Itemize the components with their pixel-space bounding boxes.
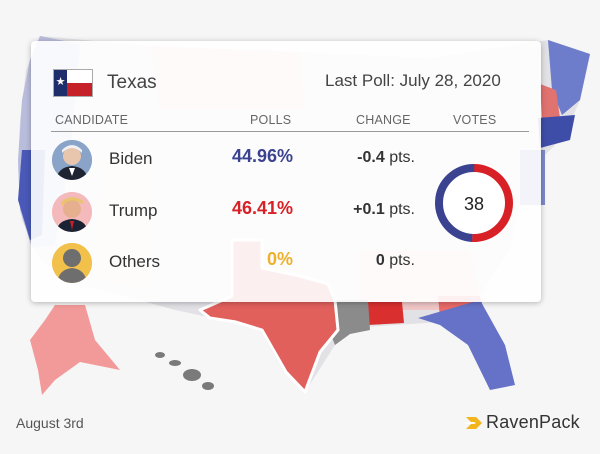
footer-date: August 3rd — [16, 415, 84, 431]
candidate-poll: 0% — [266, 249, 293, 269]
candidate-change: +0.1 pts. — [317, 201, 415, 219]
donut-democrat-arc — [435, 164, 513, 242]
change-value: 0 — [375, 252, 385, 269]
candidate-change: 0 pts. — [317, 252, 415, 270]
header-votes: VOTES — [453, 113, 497, 127]
header-candidate: CANDIDATE — [55, 113, 129, 127]
candidate-change: -0.4 pts. — [317, 149, 415, 167]
votes-count: 38 — [464, 194, 484, 214]
change-value: +0.1 — [353, 201, 385, 218]
change-unit: pts. — [389, 201, 415, 218]
nh-red — [540, 84, 560, 118]
state-name: Texas — [107, 72, 157, 93]
change-unit: pts. — [389, 252, 415, 269]
votes-donut: 38 — [435, 164, 513, 242]
header-polls: POLLS — [250, 113, 292, 127]
candidate-poll: 46.41% — [231, 198, 293, 218]
header-divider — [51, 131, 529, 132]
maine — [548, 40, 590, 115]
ravenpack-logo-icon — [466, 417, 482, 429]
trump-avatar — [52, 192, 92, 232]
others-avatar-icon — [52, 243, 92, 283]
ne-blue — [538, 115, 575, 148]
change-value: -0.4 — [357, 149, 385, 166]
candidate-name: Others — [109, 252, 161, 271]
alaska-shape — [30, 305, 120, 395]
candidate-name: Biden — [109, 149, 153, 168]
texas-flag-icon: ★ — [53, 69, 93, 97]
change-unit: pts. — [389, 149, 415, 166]
hawaii-4 — [202, 382, 214, 390]
florida — [418, 300, 515, 390]
donut-background — [437, 166, 511, 240]
candidate-name: Trump — [109, 201, 158, 220]
last-poll-date: Last Poll: July 28, 2020 — [325, 71, 501, 90]
mississippi-alabama — [368, 302, 404, 325]
header-change: CHANGE — [356, 113, 411, 127]
brand-name: RavenPack — [486, 412, 580, 432]
biden-avatar — [52, 140, 92, 180]
candidate-row-biden: Biden 44.96% -0.4 pts. — [31, 138, 541, 186]
candidate-row-trump: Trump 46.41% +0.1 pts. — [31, 190, 541, 238]
candidate-poll: 44.96% — [231, 146, 293, 166]
hawaii-2 — [169, 360, 181, 366]
candidate-row-others: Others 0% 0 pts. — [31, 241, 541, 289]
hawaii-1 — [155, 352, 165, 358]
state-info-card: ★ Texas Last Poll: July 28, 2020 CANDIDA… — [31, 41, 541, 302]
hawaii-3 — [183, 369, 201, 381]
